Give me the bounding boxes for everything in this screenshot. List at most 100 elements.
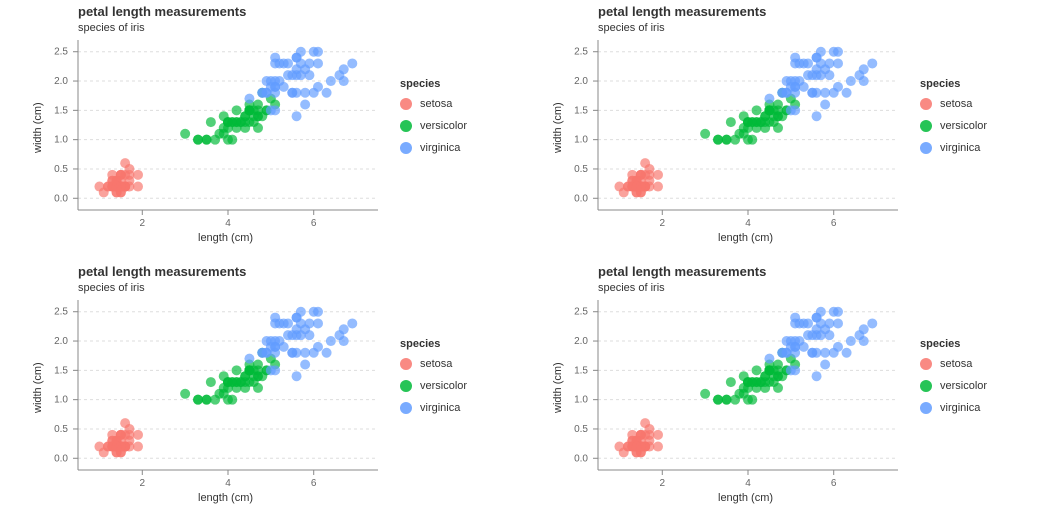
scatter-point xyxy=(833,47,843,57)
scatter-point xyxy=(812,324,822,334)
scatter-point xyxy=(300,99,310,109)
scatter-panel: petal length measurementsspecies of iris… xyxy=(520,0,1040,260)
scatter-point xyxy=(274,318,284,328)
scatter-point xyxy=(790,348,800,358)
scatter-point xyxy=(747,135,757,145)
x-tick-label: 2 xyxy=(660,478,666,489)
scatter-point xyxy=(253,383,263,393)
scatter-point xyxy=(722,135,732,145)
legend-title: species xyxy=(400,338,467,350)
y-tick-label: 0.5 xyxy=(574,164,588,175)
y-tick-label: 2.5 xyxy=(574,307,588,318)
legend-title: species xyxy=(920,338,987,350)
scatter-point xyxy=(614,442,624,452)
scatter-point xyxy=(244,354,254,364)
scatter-point xyxy=(133,182,143,192)
scatter-point xyxy=(322,348,332,358)
legend: speciessetosaversicolorvirginica xyxy=(920,78,987,164)
scatter-point xyxy=(270,348,280,358)
y-tick-label: 1.0 xyxy=(574,135,588,146)
legend-label: versicolor xyxy=(420,120,467,132)
scatter-point xyxy=(313,342,323,352)
scatter-point xyxy=(833,318,843,328)
scatter-point xyxy=(794,76,804,86)
scatter-point xyxy=(206,377,216,387)
scatter-point xyxy=(653,170,663,180)
scatter-point xyxy=(846,336,856,346)
scatter-point xyxy=(313,318,323,328)
scatter-point xyxy=(227,377,237,387)
scatter-point xyxy=(846,76,856,86)
x-tick-label: 4 xyxy=(225,218,231,229)
scatter-point xyxy=(253,123,263,133)
y-tick-label: 2.5 xyxy=(574,47,588,58)
scatter-point xyxy=(752,105,762,115)
legend-swatch-icon xyxy=(920,120,932,132)
scatter-point xyxy=(244,94,254,104)
scatter-point xyxy=(193,135,203,145)
scatter-point xyxy=(210,135,220,145)
scatter-point xyxy=(820,99,830,109)
x-tick-label: 2 xyxy=(140,218,146,229)
legend-item: setosa xyxy=(920,358,987,370)
scatter-point xyxy=(270,365,280,375)
scatter-point xyxy=(202,395,212,405)
scatter-point xyxy=(300,348,310,358)
legend-title: species xyxy=(920,78,987,90)
scatter-point xyxy=(274,58,284,68)
scatter-point xyxy=(777,88,787,98)
scatter-point xyxy=(339,336,349,346)
legend-swatch-icon xyxy=(920,402,932,414)
scatter-point xyxy=(322,88,332,98)
scatter-point xyxy=(769,111,779,121)
y-tick-label: 1.5 xyxy=(574,365,588,376)
scatter-point xyxy=(747,395,757,405)
x-tick-label: 4 xyxy=(745,478,751,489)
legend-label: virginica xyxy=(420,402,460,414)
scatter-point xyxy=(867,58,877,68)
scatter-point xyxy=(257,88,267,98)
scatter-point xyxy=(820,348,830,358)
legend-title: species xyxy=(400,78,467,90)
scatter-point xyxy=(747,117,757,127)
scatter-point xyxy=(730,395,740,405)
scatter-point xyxy=(794,58,804,68)
scatter-point xyxy=(833,307,843,317)
scatter-point xyxy=(812,371,822,381)
scatter-point xyxy=(812,64,822,74)
chart-title: petal length measurements xyxy=(78,264,246,279)
scatter-point xyxy=(249,371,259,381)
scatter-point xyxy=(232,365,242,375)
legend: speciessetosaversicolorvirginica xyxy=(400,338,467,424)
legend-label: virginica xyxy=(420,142,460,154)
x-tick-label: 6 xyxy=(311,478,317,489)
scatter-point xyxy=(722,395,732,405)
scatter-panel: petal length measurementsspecies of iris… xyxy=(520,260,1040,520)
scatter-point xyxy=(833,342,843,352)
legend-label: setosa xyxy=(420,98,452,110)
scatter-point xyxy=(133,430,143,440)
y-tick-label: 2.0 xyxy=(54,76,68,87)
scatter-point xyxy=(803,330,813,340)
legend: species setosa versicolor virginica xyxy=(400,78,467,164)
scatter-point xyxy=(752,365,762,375)
scatter-point xyxy=(292,371,302,381)
scatter-point xyxy=(632,182,642,192)
y-axis-label: width (cm) xyxy=(32,102,44,153)
scatter-point xyxy=(227,117,237,127)
legend-swatch-icon xyxy=(400,402,412,414)
y-tick-label: 0.5 xyxy=(54,164,68,175)
x-tick-label: 4 xyxy=(745,218,751,229)
scatter-point xyxy=(304,318,314,328)
scatter-point xyxy=(283,330,293,340)
y-axis-label: width (cm) xyxy=(552,362,564,413)
x-tick-label: 2 xyxy=(140,478,146,489)
x-axis-label: length (cm) xyxy=(198,492,253,504)
scatter-point xyxy=(292,64,302,74)
y-axis-label: width (cm) xyxy=(32,362,44,413)
legend-item: setosa xyxy=(920,98,987,110)
scatter-point xyxy=(816,47,826,57)
legend-item: setosa xyxy=(400,98,467,110)
y-tick-label: 0.5 xyxy=(574,424,588,435)
scatter-point xyxy=(653,182,663,192)
